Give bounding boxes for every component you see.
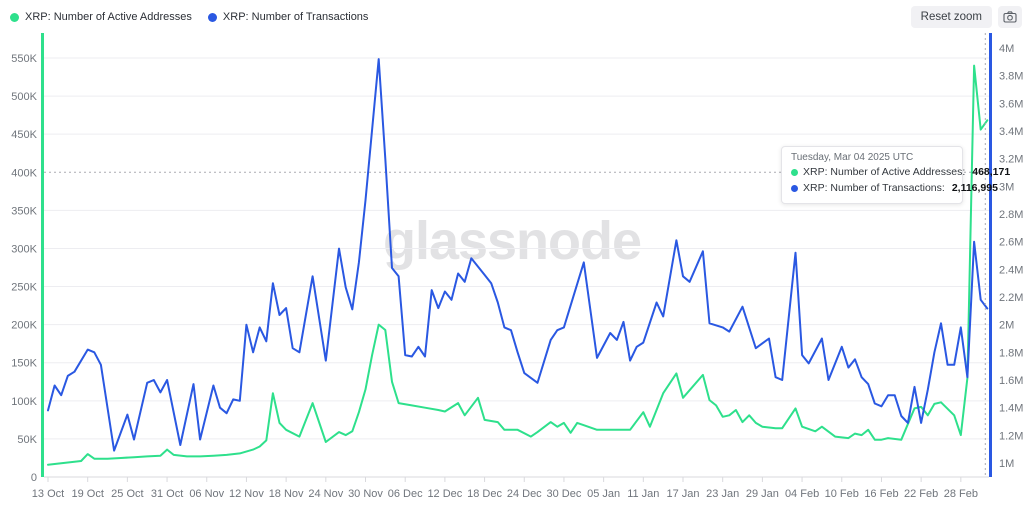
y-axis-label-right: 4M: [999, 43, 1014, 55]
x-tick-label: 30 Nov: [348, 488, 383, 500]
series-line-transactions[interactable]: [47, 58, 989, 452]
legend-label: XRP: Number of Active Addresses: [25, 11, 192, 23]
legend-item-active-addresses[interactable]: XRP: Number of Active Addresses: [10, 11, 192, 23]
tooltip-row-active-addresses: XRP: Number of Active Addresses: 468,171: [791, 165, 1010, 181]
y-axis-label-right: 3.6M: [999, 98, 1023, 110]
camera-icon: [1003, 11, 1017, 23]
series-line-active-addresses[interactable]: [47, 64, 989, 466]
legend: XRP: Number of Active Addresses XRP: Num…: [10, 11, 368, 23]
x-tick-label: 18 Dec: [467, 488, 502, 500]
y-axis-label-right: 1.8M: [999, 347, 1023, 359]
x-tick-label: 19 Oct: [71, 488, 103, 500]
y-axis-label-left: 300K: [11, 243, 37, 255]
x-tick-label: 17 Jan: [666, 488, 699, 500]
x-tick-label: 12 Nov: [229, 488, 264, 500]
y-axis-label-right: 2.8M: [999, 209, 1023, 221]
y-axis-label-right: 1M: [999, 458, 1014, 470]
y-axis-label-right: 1.6M: [999, 375, 1023, 387]
x-tick-label: 05 Jan: [587, 488, 620, 500]
x-tick-label: 11 Jan: [627, 488, 659, 500]
green-series-dot-icon: [10, 12, 19, 22]
x-tick-label: 12 Dec: [427, 488, 462, 500]
green-series-dot-icon: [791, 169, 798, 177]
y-axis-label-right: 2M: [999, 320, 1014, 332]
x-tick-label: 22 Feb: [904, 488, 938, 500]
blue-series-dot-icon: [791, 185, 798, 193]
x-tick-label: 10 Feb: [825, 488, 859, 500]
top-bar: XRP: Number of Active Addresses XRP: Num…: [0, 0, 1024, 34]
y-axis-label-left: 100K: [11, 396, 37, 408]
tooltip-label: XRP: Number of Active Addresses:: [803, 166, 966, 178]
x-tick-label: 29 Jan: [746, 488, 779, 500]
blue-series-dot-icon: [207, 12, 217, 22]
x-tick-label: 06 Dec: [388, 488, 423, 500]
x-tick-label: 28 Feb: [944, 488, 978, 500]
y-axis-label-left: 250K: [11, 282, 37, 294]
right-axis-line: [989, 33, 992, 477]
reset-zoom-button[interactable]: Reset zoom: [910, 6, 992, 28]
x-tick-label: 04 Feb: [785, 488, 819, 500]
x-tick-label: 13 Oct: [32, 488, 64, 500]
screenshot-button[interactable]: [998, 6, 1022, 28]
y-axis-label-right: 3.2M: [999, 154, 1023, 166]
y-axis-label-right: 1.4M: [999, 403, 1023, 415]
y-axis-label-left: 350K: [11, 205, 37, 217]
x-tick-label: 30 Dec: [547, 488, 582, 500]
x-tick-label: 16 Feb: [864, 488, 898, 500]
y-axis-label-left: 500K: [11, 91, 37, 103]
x-tick-label: 18 Nov: [269, 488, 304, 500]
tooltip-value: 2,116,995: [951, 181, 998, 194]
tooltip-row-transactions: XRP: Number of Transactions: 2,116,995: [791, 181, 998, 197]
x-tick-label: 25 Oct: [111, 488, 143, 500]
y-axis-label-right: 2.6M: [999, 237, 1023, 249]
x-tick-label: 31 Oct: [151, 488, 183, 500]
y-axis-label-right: 3.8M: [999, 71, 1023, 83]
left-axis-line: [41, 33, 44, 477]
y-axis-label-left: 450K: [11, 129, 37, 141]
tooltip-value: 468,171: [972, 166, 1011, 178]
y-axis-label-right: 2.4M: [999, 264, 1023, 276]
y-axis-label-right: 1.2M: [999, 430, 1023, 442]
y-axis-label-left: 400K: [11, 167, 37, 179]
legend-label: XRP: Number of Transactions: [222, 11, 369, 23]
tooltip-date: Tuesday, Mar 04 2025 UTC: [791, 152, 914, 163]
legend-item-transactions[interactable]: XRP: Number of Transactions: [207, 11, 369, 23]
y-axis-label-left: 200K: [11, 320, 37, 332]
x-tick-label: 06 Nov: [189, 488, 224, 500]
y-axis-label-right: 3.4M: [999, 126, 1023, 138]
y-axis-label-left: 0: [31, 472, 37, 484]
x-tick-label: 24 Nov: [308, 488, 343, 500]
y-axis-label-right: 3M: [999, 181, 1014, 193]
y-axis-label-left: 150K: [11, 358, 37, 370]
tooltip: Tuesday, Mar 04 2025 UTC XRP: Number of …: [781, 146, 1010, 204]
x-tick-label: 23 Jan: [706, 488, 739, 500]
x-tick-label: 24 Dec: [507, 488, 542, 500]
y-axis-label-right: 2.2M: [999, 292, 1023, 304]
tooltip-label: XRP: Number of Transactions:: [803, 181, 945, 194]
y-axis-label-left: 550K: [11, 53, 37, 65]
y-axis-label-left: 50K: [17, 434, 37, 446]
